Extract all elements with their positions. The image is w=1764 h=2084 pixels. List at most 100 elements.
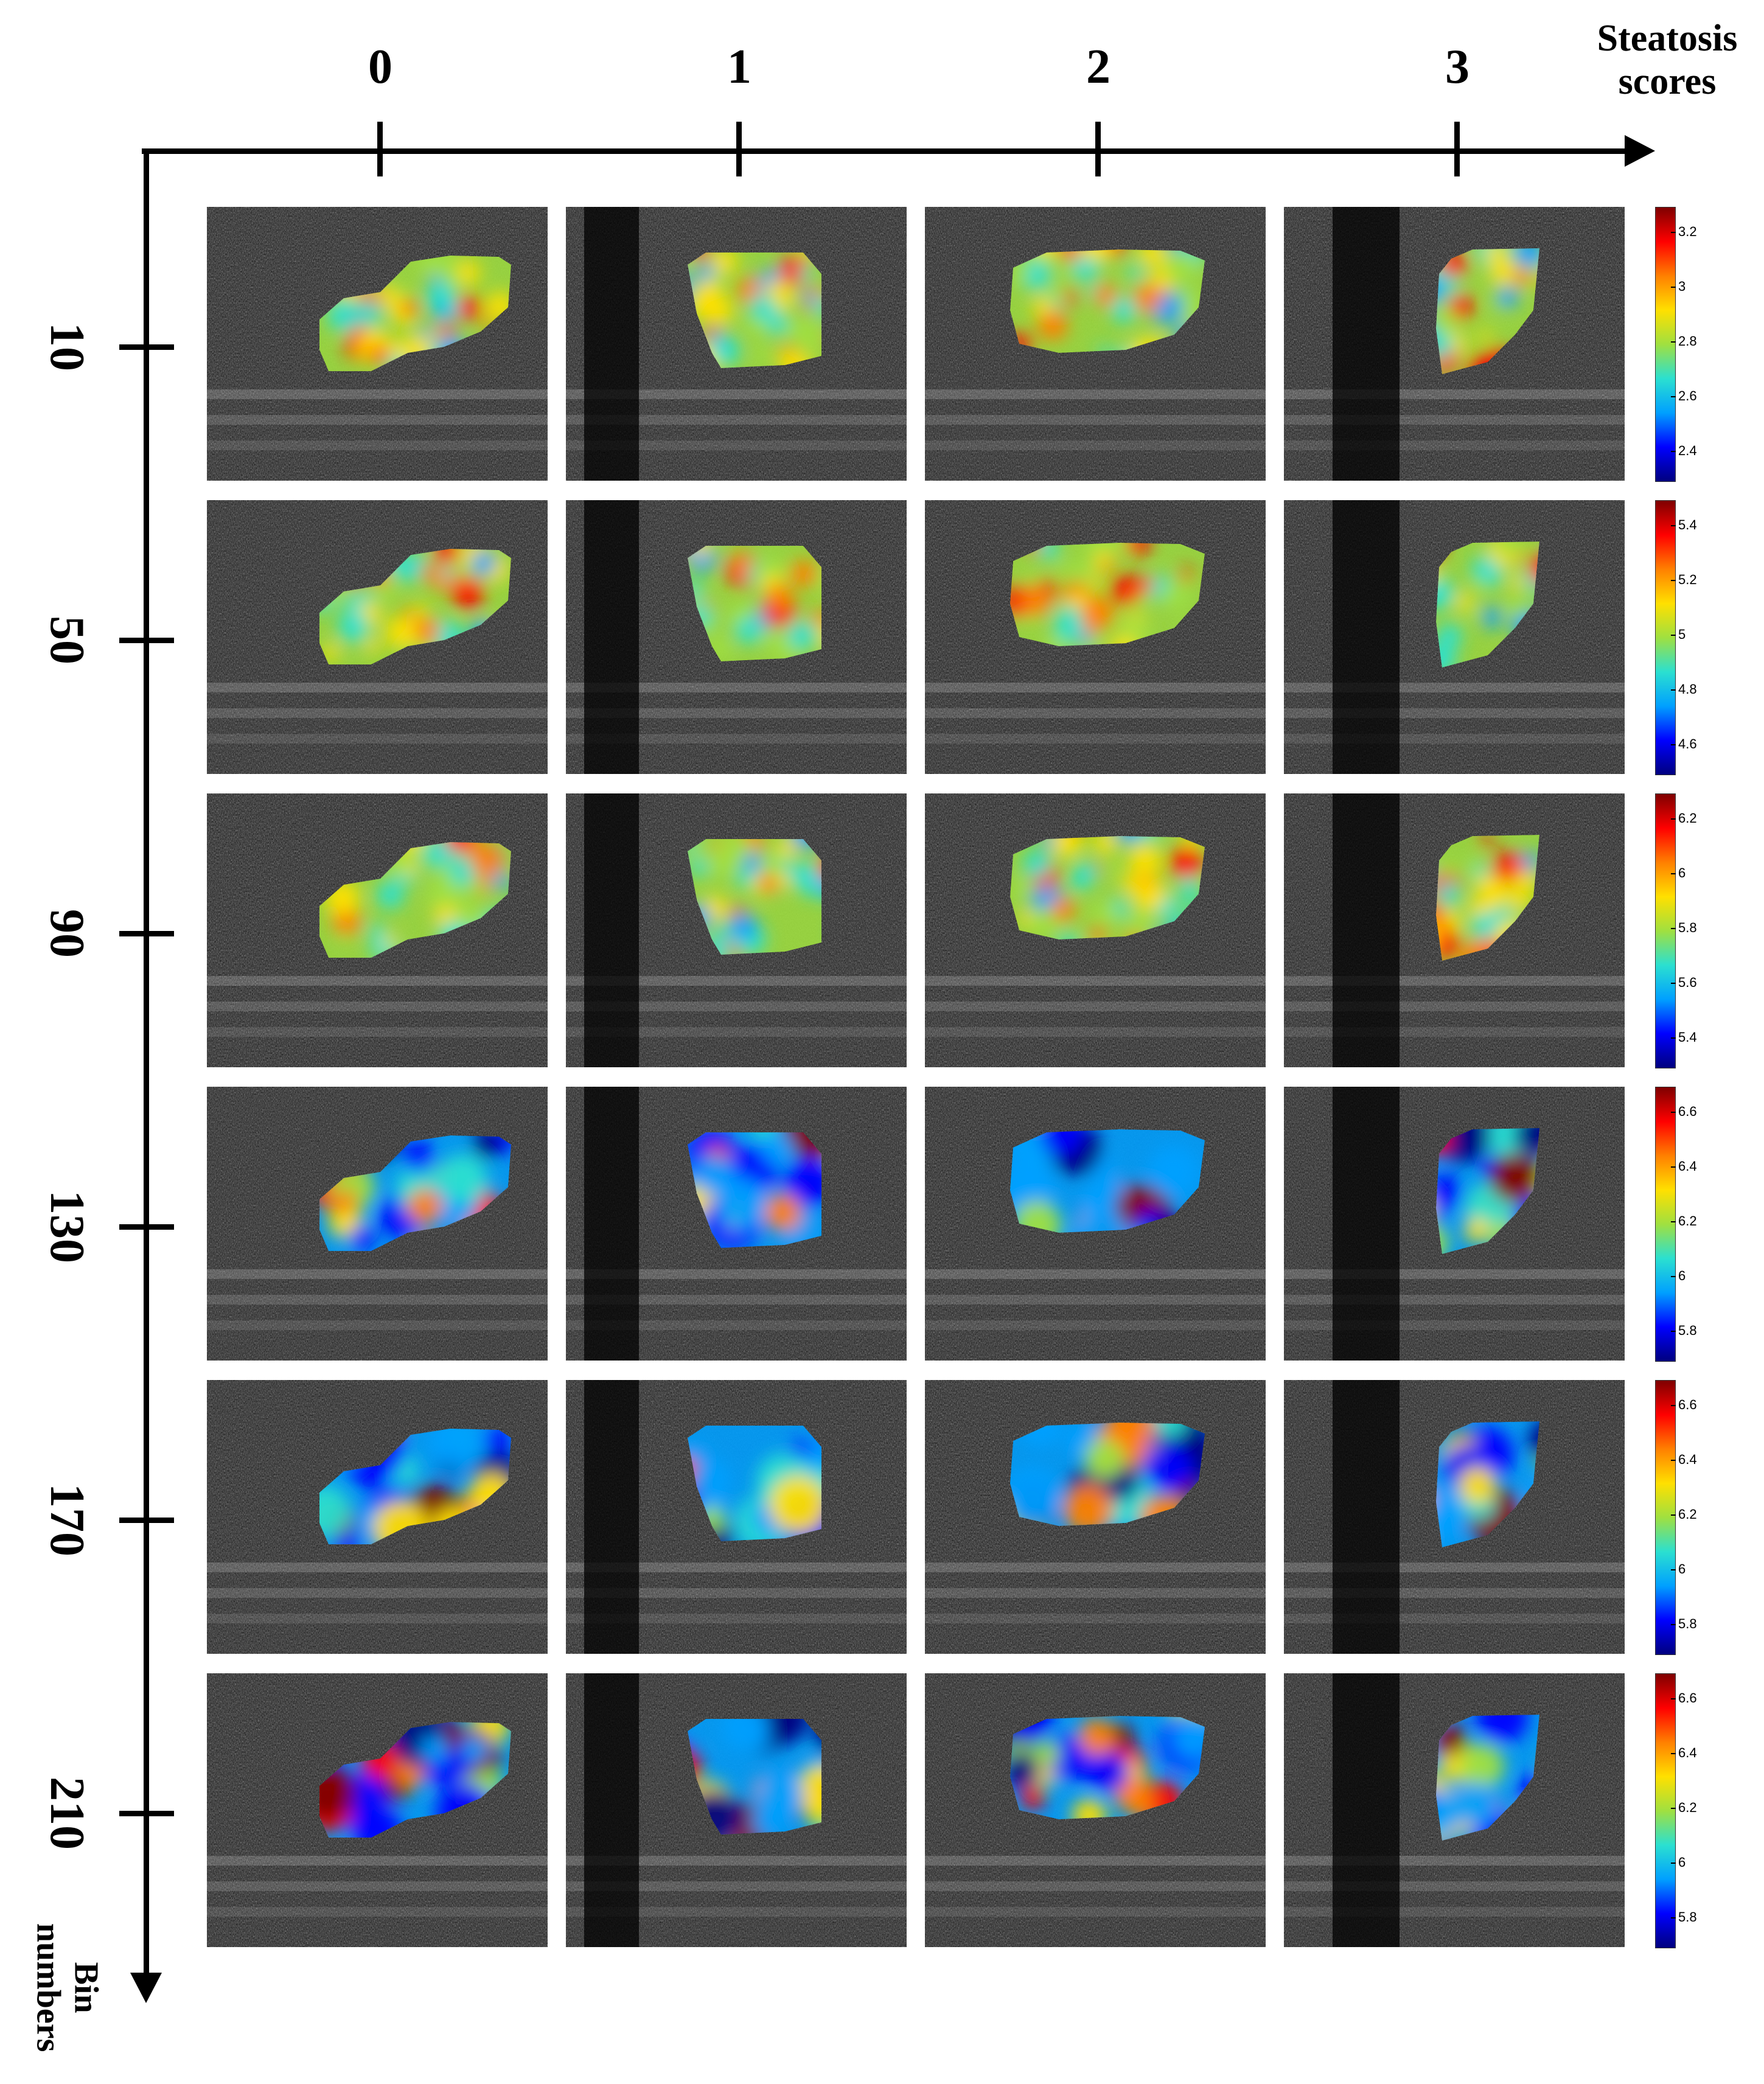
acoustic-shadow: [1333, 207, 1400, 481]
colorbar-tick-mark: [1671, 982, 1676, 984]
tissue-band: [207, 976, 548, 986]
colorbar-tick-label: 2.8: [1678, 333, 1697, 349]
colorbar: [1655, 1380, 1676, 1655]
colorbar-tick-mark: [1671, 524, 1676, 526]
y-axis-title: Bin numbers: [29, 1903, 105, 2073]
y-axis-label-90: 90: [40, 909, 94, 958]
tissue-band: [566, 1856, 907, 1866]
y-axis-title-line-1: Bin: [67, 1962, 105, 2013]
tissue-band: [207, 441, 548, 450]
x-axis-label-0: 0: [368, 40, 392, 94]
colorbar-tick-label: 6.6: [1678, 1690, 1697, 1706]
ultrasound-svg: [925, 1673, 1266, 1947]
colorbar-tick-mark: [1671, 1111, 1676, 1113]
ultrasound-svg: [207, 207, 548, 481]
parametric-overlay: [688, 1132, 821, 1248]
tissue-band: [925, 683, 1266, 692]
tissue-band: [207, 1588, 548, 1598]
colorbar: [1655, 500, 1676, 775]
colorbar-tick-label: 6.4: [1678, 1744, 1697, 1760]
tissue-band: [566, 1027, 907, 1037]
tissue-band: [207, 1907, 548, 1917]
ultrasound-image: [566, 1673, 907, 1947]
y-axis-title-line-2: numbers: [30, 1923, 68, 2052]
colorbar-tick-mark: [1671, 744, 1676, 745]
tissue-band: [566, 976, 907, 986]
ultrasound-image: [207, 1380, 548, 1654]
acoustic-shadow: [584, 207, 639, 481]
acoustic-shadow: [584, 793, 639, 1067]
y-axis-tick-90: [119, 931, 174, 936]
y-axis-tick-50: [119, 638, 174, 643]
tissue-band: [925, 1027, 1266, 1037]
colorbar-tick-mark: [1671, 1459, 1676, 1461]
ultrasound-image: [1284, 793, 1625, 1067]
colorbar-tick-label: 5.8: [1678, 1909, 1697, 1925]
tissue-band: [925, 976, 1266, 986]
parametric-overlay: [1010, 1423, 1205, 1526]
colorbar-tick-label: 6.4: [1678, 1451, 1697, 1467]
colorbar-tick-mark: [1671, 1514, 1676, 1516]
ultrasound-svg: [566, 207, 907, 481]
ultrasound-image: [925, 500, 1266, 774]
ultrasound-image: [1284, 1087, 1625, 1361]
colorbar-tick-mark: [1671, 873, 1676, 874]
colorbar-tick-mark: [1671, 1221, 1676, 1222]
tissue-band: [566, 1002, 907, 1011]
ultrasound-svg: [566, 1673, 907, 1947]
tissue-band: [925, 1614, 1266, 1623]
ultrasound-image: [207, 1673, 548, 1947]
colorbar-tick-mark: [1671, 231, 1676, 233]
tissue-band: [566, 441, 907, 450]
acoustic-shadow: [1333, 500, 1400, 774]
y-axis-tick-210: [119, 1811, 174, 1816]
y-axis-label-210: 210: [40, 1777, 94, 1850]
ultrasound-svg: [925, 1087, 1266, 1361]
tissue-band: [925, 1269, 1266, 1279]
tissue-band: [566, 389, 907, 399]
tissue-band: [566, 1614, 907, 1623]
tissue-band: [207, 1002, 548, 1011]
parametric-overlay: [688, 546, 821, 661]
y-axis-arrowhead: [130, 1973, 162, 2003]
colorbar-tick-label: 6.2: [1678, 810, 1697, 826]
colorbar-tick-label: 3.2: [1678, 223, 1697, 239]
ultrasound-image: [207, 1087, 548, 1361]
colorbar-tick-label: 6.6: [1678, 1103, 1697, 1119]
tissue-band: [925, 441, 1266, 450]
tissue-band: [566, 734, 907, 744]
tissue-band: [925, 734, 1266, 744]
colorbar-tick-mark: [1671, 1330, 1676, 1332]
acoustic-shadow: [584, 1673, 639, 1947]
tissue-band: [207, 1563, 548, 1572]
ultrasound-svg: [207, 500, 548, 774]
colorbar: [1655, 1087, 1676, 1362]
tissue-band: [925, 1588, 1266, 1598]
tissue-band: [566, 1588, 907, 1598]
ultrasound-svg: [925, 500, 1266, 774]
colorbar-tick-mark: [1671, 689, 1676, 691]
colorbar-tick-label: 6.6: [1678, 1396, 1697, 1412]
tissue-band: [207, 389, 548, 399]
colorbar-tick-mark: [1671, 579, 1676, 581]
tissue-band: [925, 1856, 1266, 1866]
x-axis-tick-1: [736, 122, 742, 176]
colorbar-tick-label: 5.8: [1678, 1615, 1697, 1631]
colorbar-tick-label: 6: [1678, 865, 1686, 880]
ultrasound-svg: [1284, 207, 1625, 481]
tissue-band: [207, 1320, 548, 1330]
ultrasound-svg: [925, 1380, 1266, 1654]
tissue-band: [566, 1269, 907, 1279]
y-axis-tick-10: [119, 344, 174, 350]
ultrasound-image: [925, 1380, 1266, 1654]
colorbar-tick-mark: [1671, 634, 1676, 636]
tissue-band: [566, 1295, 907, 1305]
ultrasound-svg: [1284, 1380, 1625, 1654]
ultrasound-image: [566, 500, 907, 774]
parametric-overlay: [1010, 836, 1205, 939]
ultrasound-svg: [566, 793, 907, 1067]
x-axis-title-line-1: Steatosis: [1597, 18, 1738, 59]
acoustic-shadow: [1333, 1087, 1400, 1361]
colorbar-tick-label: 6: [1678, 1561, 1686, 1577]
colorbar-tick-label: 5.4: [1678, 1029, 1697, 1045]
